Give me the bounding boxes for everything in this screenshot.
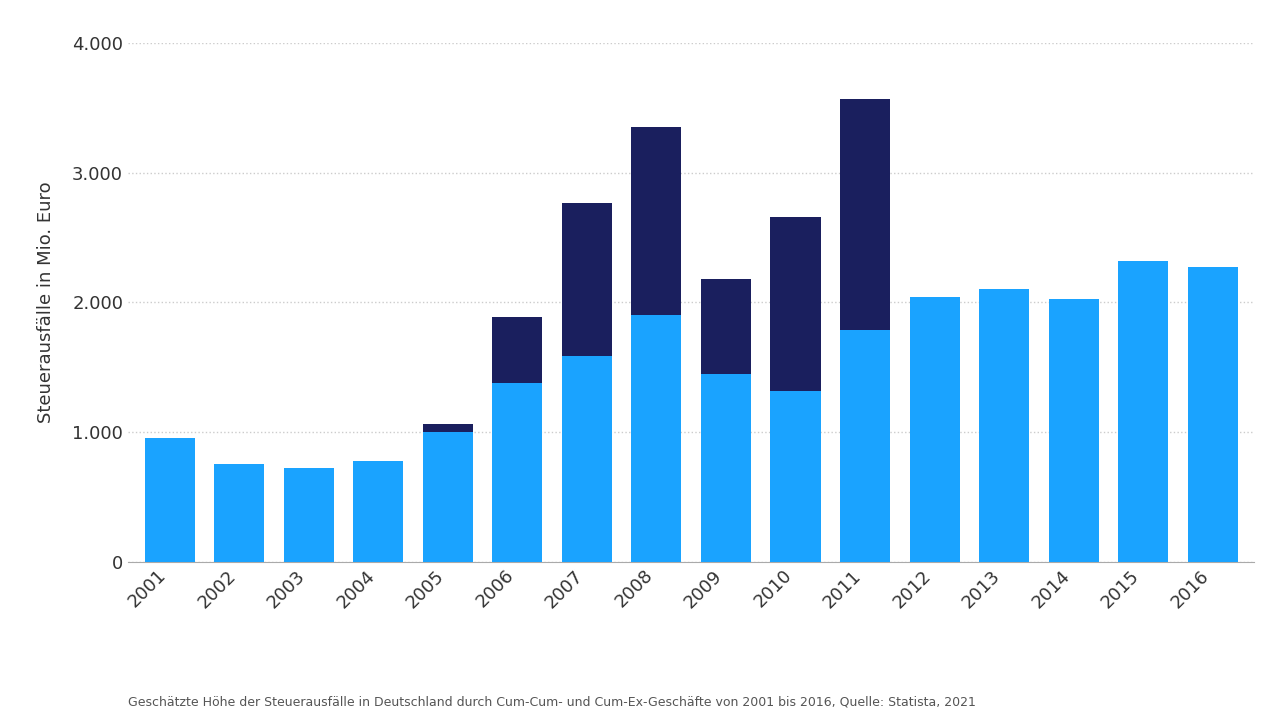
Bar	[493, 317, 543, 383]
Bar	[214, 464, 264, 562]
Bar	[631, 127, 681, 315]
Legend: Steuerausfälle durch Cum-Cum-Geschäfte, Steuerausfälle durch Cum-Ex-Geschäfte: Steuerausfälle durch Cum-Cum-Geschäfte, …	[200, 716, 1183, 720]
Bar	[562, 202, 612, 356]
Bar	[701, 374, 751, 562]
Bar	[1188, 267, 1238, 562]
Y-axis label: Steuerausfälle in Mio. Euro: Steuerausfälle in Mio. Euro	[37, 181, 55, 423]
Bar	[840, 99, 890, 330]
Bar	[771, 390, 820, 562]
Text: Geschätzte Höhe der Steuerausfälle in Deutschland durch Cum-Cum- und Cum-Ex-Gesc: Geschätzte Höhe der Steuerausfälle in De…	[128, 696, 975, 708]
Bar	[910, 297, 960, 562]
Bar	[701, 279, 751, 374]
Bar	[493, 383, 543, 562]
Bar	[353, 461, 403, 562]
Bar	[562, 356, 612, 562]
Bar	[1119, 261, 1169, 562]
Bar	[771, 217, 820, 390]
Bar	[422, 423, 472, 432]
Bar	[840, 330, 890, 562]
Bar	[145, 438, 195, 562]
Bar	[1048, 299, 1098, 562]
Bar	[422, 432, 472, 562]
Bar	[631, 315, 681, 562]
Bar	[284, 468, 334, 562]
Bar	[979, 289, 1029, 562]
